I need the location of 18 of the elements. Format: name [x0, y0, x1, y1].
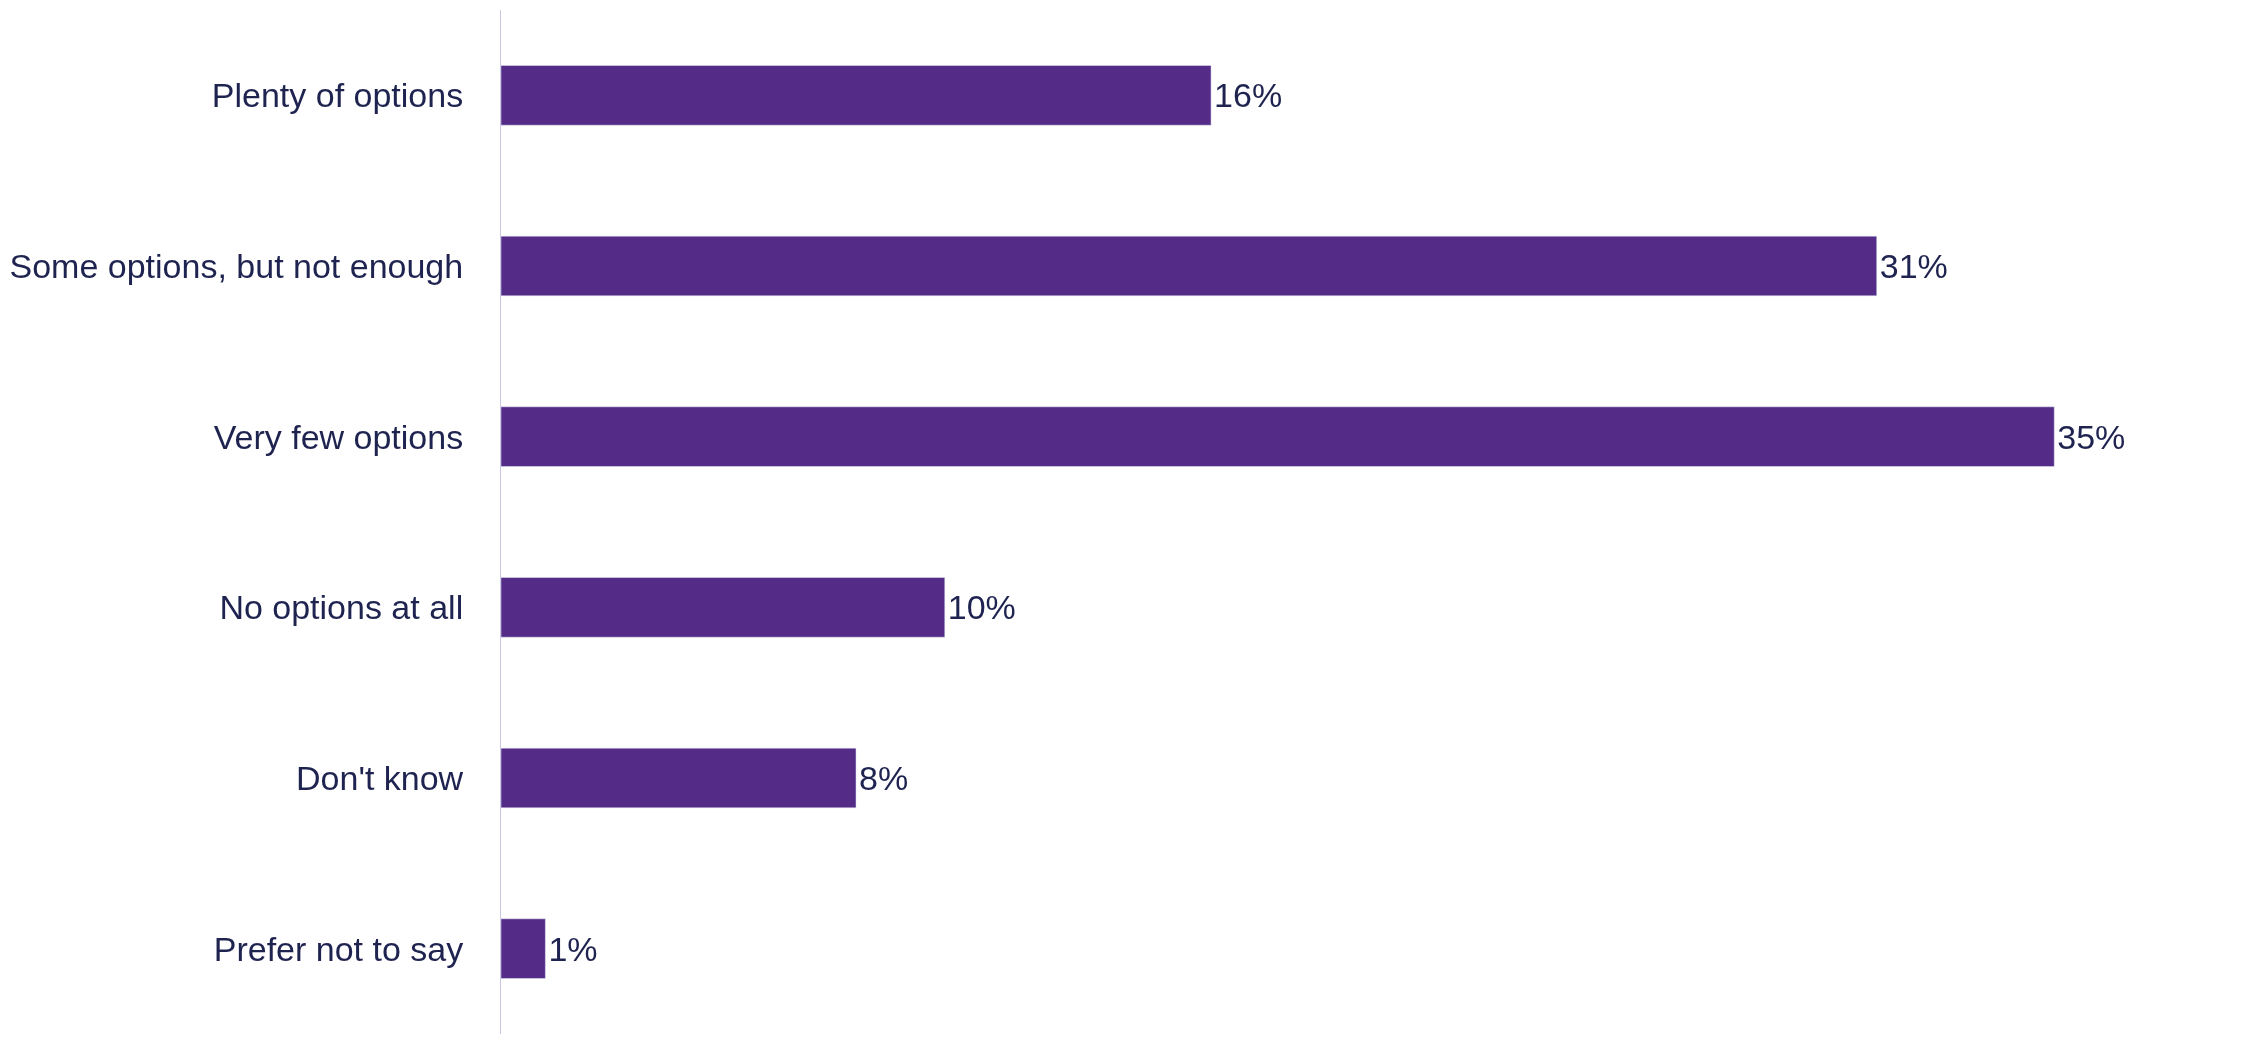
y-tick-label: Very few options — [213, 417, 464, 456]
bar — [501, 235, 1877, 297]
data-label: 8% — [859, 759, 909, 797]
bar — [501, 577, 946, 638]
data-label: 16% — [1214, 76, 1283, 115]
bar — [501, 65, 1212, 126]
data-label: 1% — [548, 929, 598, 968]
data-label: 35% — [2057, 417, 2126, 456]
data-label: 10% — [947, 588, 1016, 627]
y-tick-label: Don't know — [296, 758, 464, 797]
y-tick-label: Prefer not to say — [213, 929, 464, 968]
y-tick-label: Some options, but not enough — [9, 246, 464, 285]
bar — [501, 406, 2055, 467]
y-tick-label: No options at all — [219, 588, 464, 627]
data-label: 31% — [1879, 247, 1948, 285]
bar — [501, 918, 546, 979]
y-tick-label: Plenty of options — [211, 76, 464, 115]
bar — [501, 747, 857, 809]
